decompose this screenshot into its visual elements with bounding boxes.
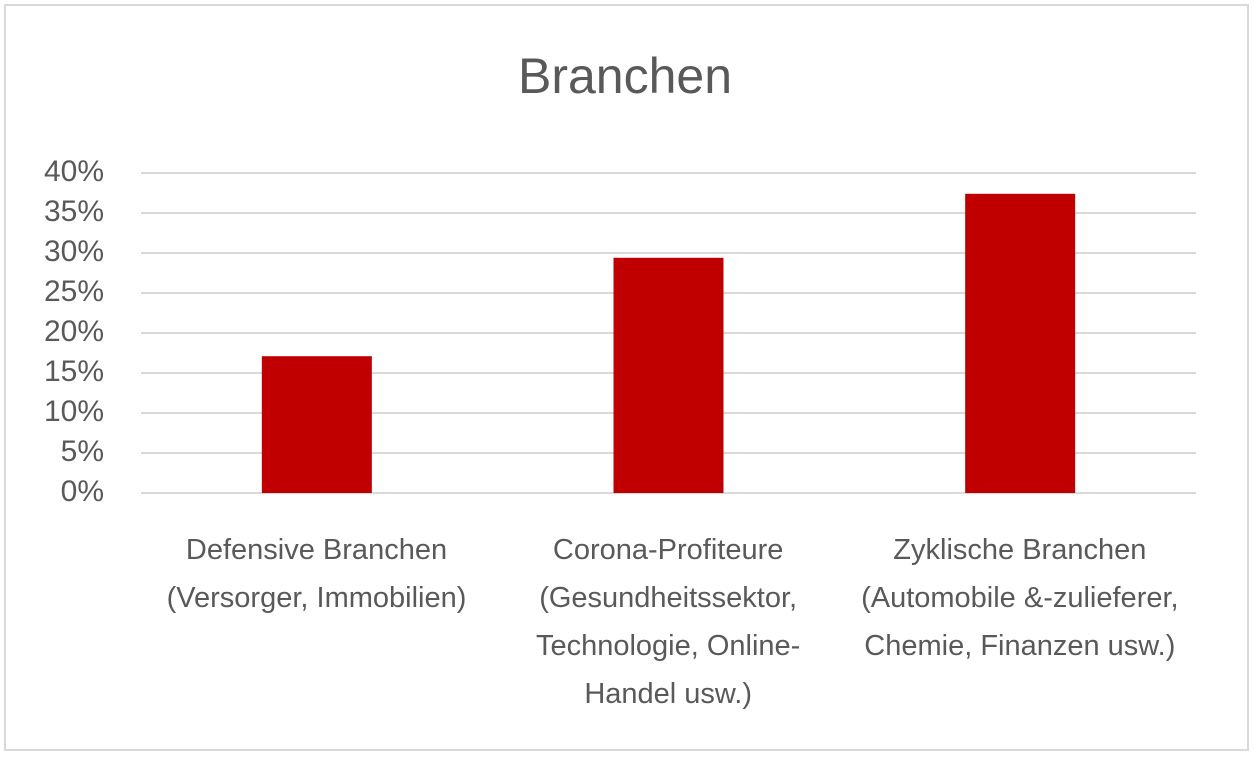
y-tick-label: 40% — [44, 155, 104, 188]
y-tick-label: 10% — [44, 395, 104, 428]
x-tick-label: Defensive Branchen (Versorger, Immobilie… — [166, 534, 467, 614]
bar — [613, 257, 724, 493]
bar — [261, 356, 372, 493]
y-tick-label: 15% — [44, 355, 104, 388]
x-tick-label: Corona-Profiteure (Gesundheitssektor, Te… — [535, 534, 801, 710]
y-tick-label: 5% — [61, 435, 104, 468]
chart-title: Branchen — [518, 48, 732, 104]
y-tick-label: 35% — [44, 195, 104, 228]
y-tick-label: 0% — [61, 475, 104, 508]
y-tick-label: 25% — [44, 275, 104, 308]
y-tick-label: 20% — [44, 315, 104, 348]
x-tick-label: Zyklische Branchen (Automobile &-zuliefe… — [861, 534, 1179, 662]
y-tick-label: 30% — [44, 235, 104, 268]
bar — [965, 193, 1076, 494]
